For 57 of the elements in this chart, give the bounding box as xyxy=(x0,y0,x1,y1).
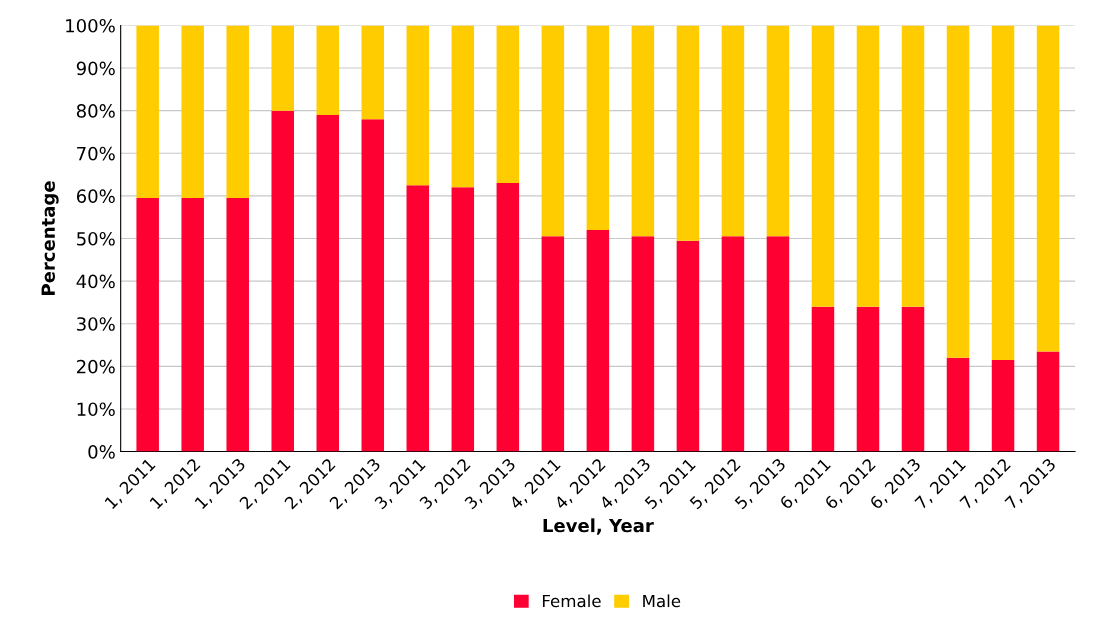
bar xyxy=(946,357,970,452)
legend-label: Male xyxy=(643,594,681,608)
bar xyxy=(766,25,790,237)
bar xyxy=(406,185,430,452)
y-axis-title: Percentage xyxy=(41,181,59,295)
y-tick-label: 90% xyxy=(76,61,115,76)
bar xyxy=(856,306,880,452)
bar xyxy=(451,187,475,452)
bar xyxy=(226,198,249,452)
bar xyxy=(271,110,294,452)
bar xyxy=(991,359,1015,452)
y-tick-label: 30% xyxy=(77,317,115,331)
bar xyxy=(856,25,880,307)
y-tick-label: 50% xyxy=(77,231,115,246)
bar xyxy=(721,236,745,452)
bar xyxy=(631,25,655,237)
bar xyxy=(1036,25,1060,352)
bar xyxy=(316,25,340,115)
bar xyxy=(226,25,249,199)
bar xyxy=(721,25,745,237)
bar xyxy=(766,236,790,452)
bar xyxy=(676,25,700,241)
y-tick-label: 70% xyxy=(77,146,115,161)
y-tick-label: 40% xyxy=(76,274,115,289)
bar xyxy=(541,25,565,237)
bar xyxy=(946,25,970,358)
bar xyxy=(451,25,475,188)
bar xyxy=(991,25,1015,360)
bar xyxy=(361,25,385,120)
bar xyxy=(811,25,835,307)
y-tick-label: 20% xyxy=(77,359,115,374)
bar xyxy=(181,198,204,452)
bar xyxy=(901,306,925,452)
bar xyxy=(316,114,340,452)
bar xyxy=(496,183,520,452)
y-tick-label: 80% xyxy=(76,104,115,118)
bar xyxy=(271,25,294,111)
bar xyxy=(136,25,159,199)
y-tick-label: 60% xyxy=(76,189,115,203)
y-tick-label: 10% xyxy=(77,402,115,417)
bar xyxy=(496,25,520,184)
y-tick-label: 100% xyxy=(66,18,115,33)
legend-label: Female xyxy=(542,594,601,608)
bar xyxy=(586,25,610,230)
bar xyxy=(181,25,204,199)
bar xyxy=(676,240,700,452)
bar xyxy=(901,25,925,307)
x-axis-title: Level, Year xyxy=(543,518,654,535)
bar xyxy=(361,119,385,452)
bar xyxy=(1036,351,1060,452)
bar xyxy=(541,236,565,452)
bar xyxy=(586,229,610,452)
bar xyxy=(136,198,159,452)
bar xyxy=(631,236,655,452)
bar xyxy=(406,25,430,186)
bar xyxy=(811,306,835,452)
y-tick-label: 0% xyxy=(88,445,115,459)
